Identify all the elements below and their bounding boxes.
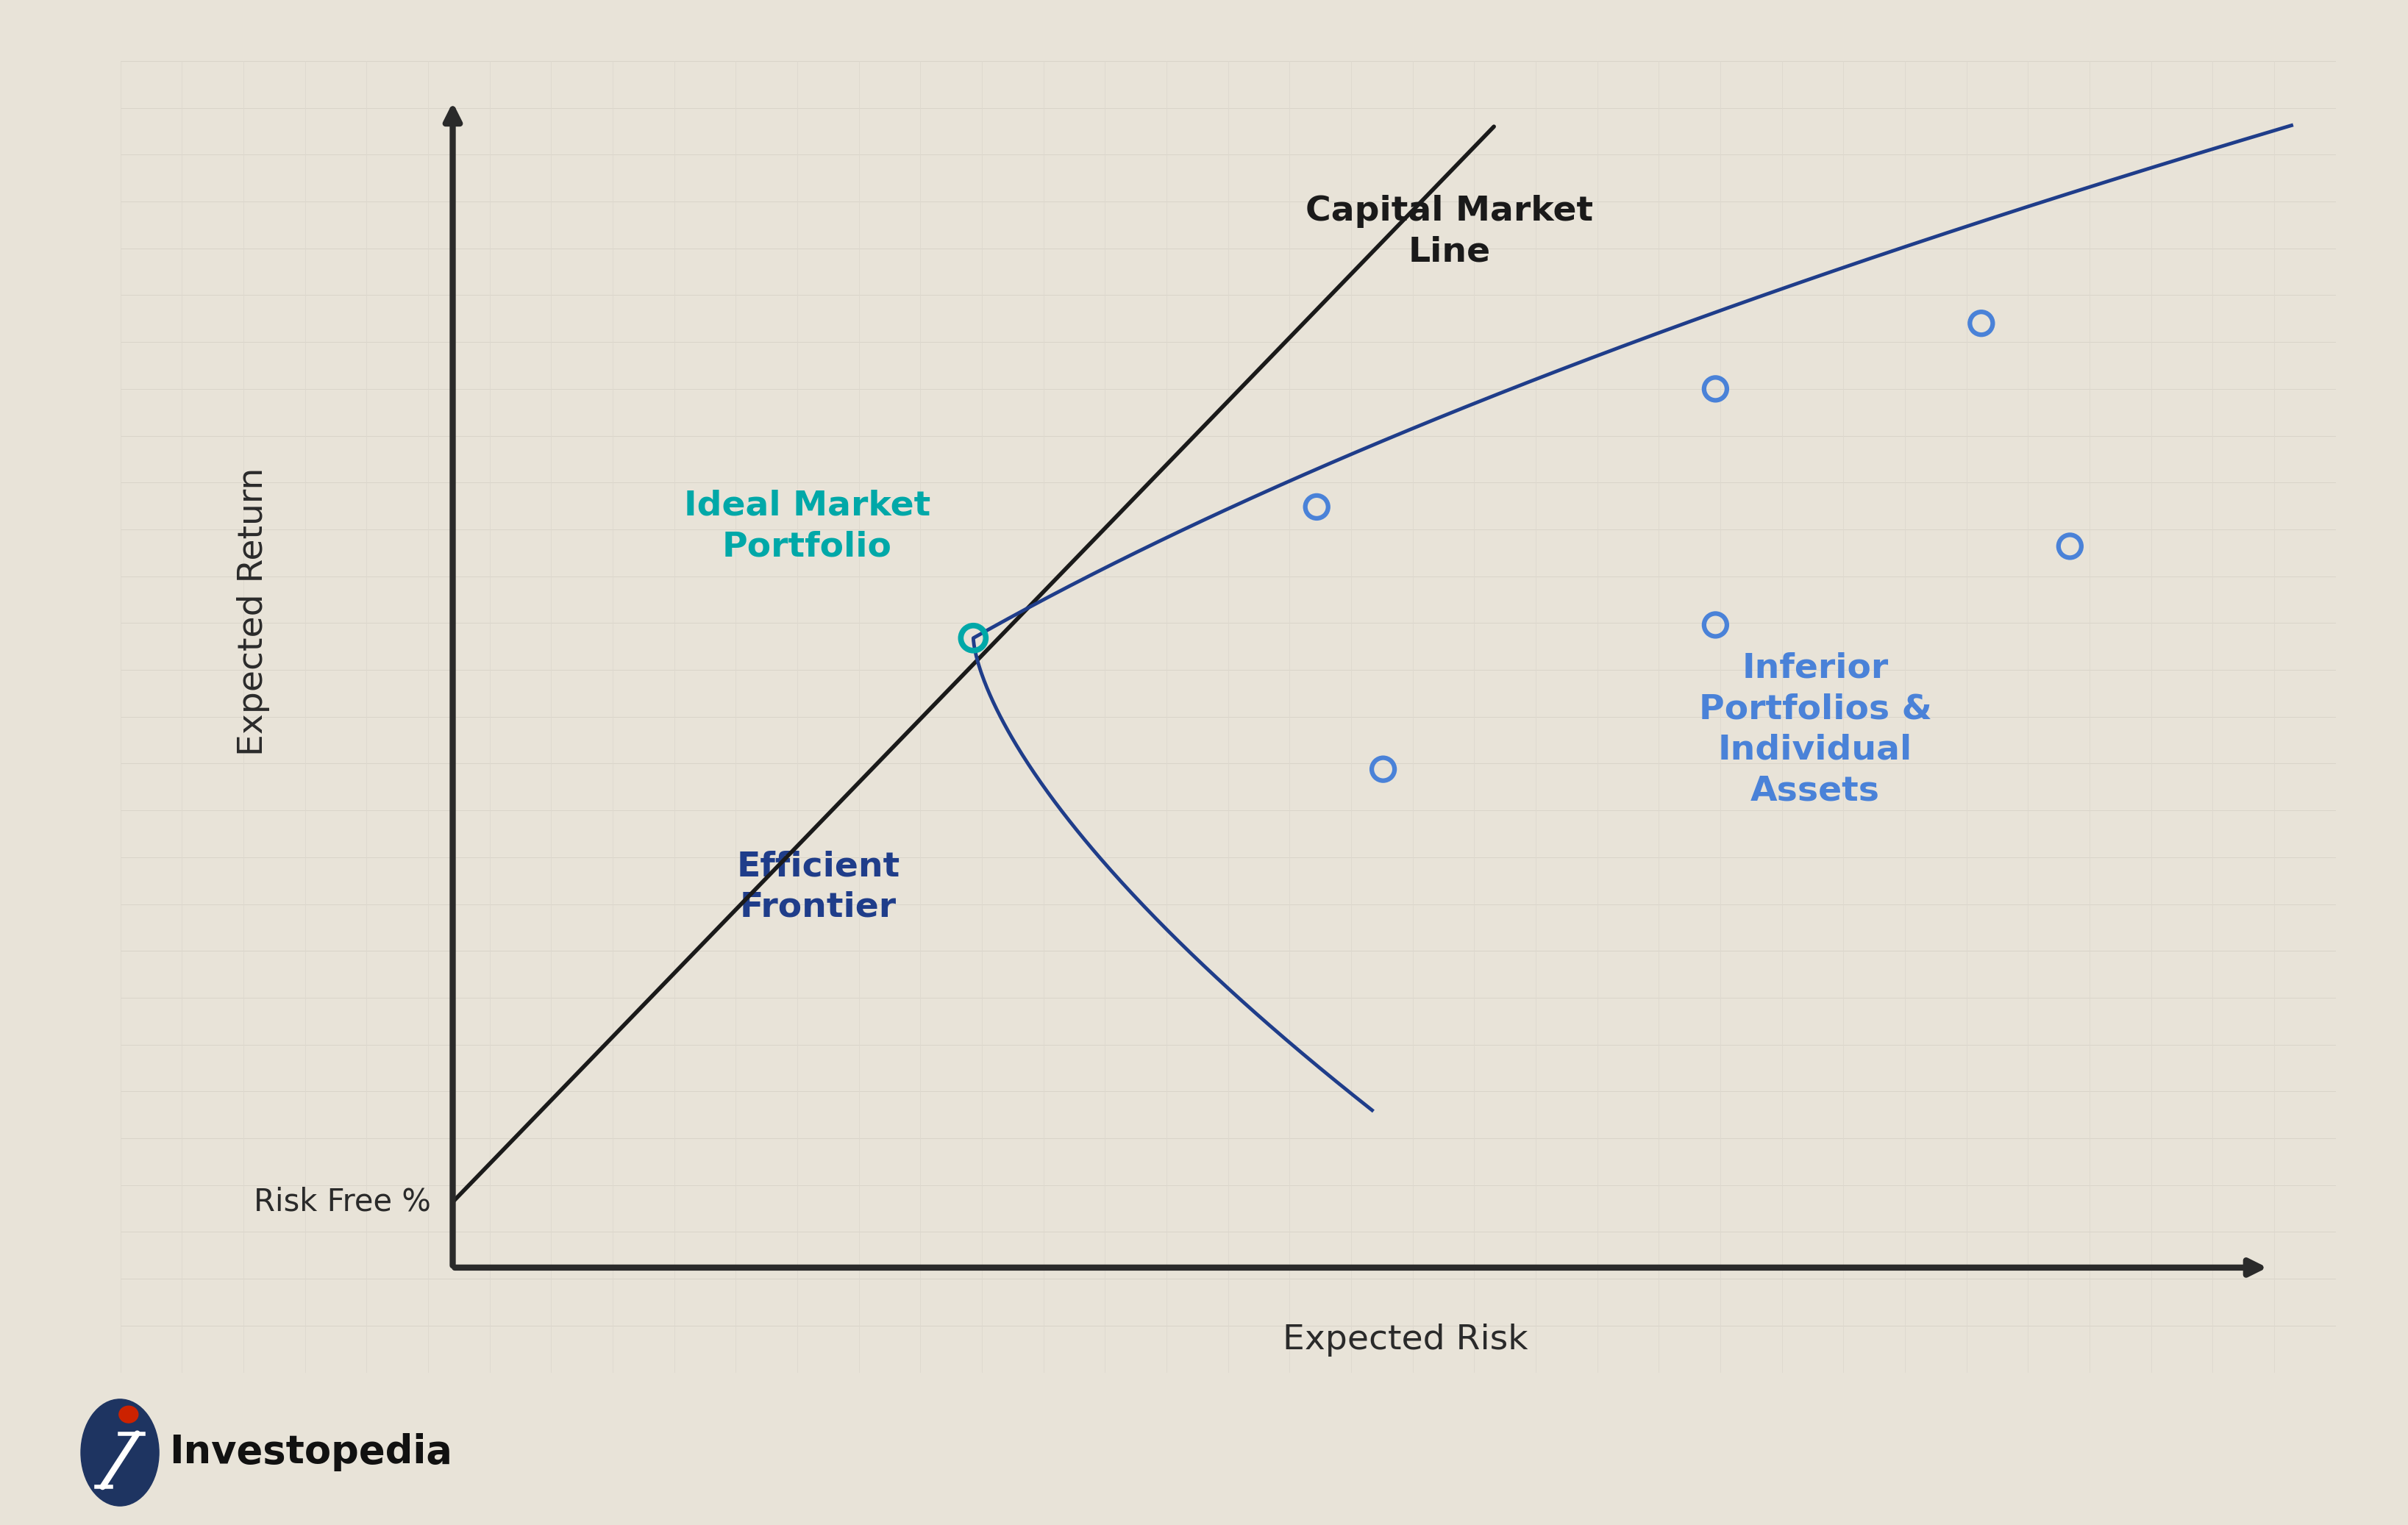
Text: Capital Market
Line: Capital Market Line <box>1305 195 1594 268</box>
Ellipse shape <box>82 1400 159 1507</box>
Point <box>2052 534 2090 558</box>
Text: Ideal Market
Portfolio: Ideal Market Portfolio <box>684 490 929 564</box>
Point <box>1963 311 2001 336</box>
Point <box>1695 613 1734 637</box>
Text: Expected Return: Expected Return <box>236 468 270 756</box>
Text: Investopedia: Investopedia <box>169 1434 453 1472</box>
Text: Efficient
Frontier: Efficient Frontier <box>737 851 901 924</box>
Circle shape <box>118 1406 137 1423</box>
Point <box>1695 377 1734 401</box>
Point <box>954 625 992 650</box>
Point <box>1298 494 1336 519</box>
Text: Expected Risk: Expected Risk <box>1283 1324 1529 1356</box>
Text: Risk Free %: Risk Free % <box>253 1186 431 1217</box>
Point <box>1363 756 1401 781</box>
Text: Inferior
Portfolios &
Individual
Assets: Inferior Portfolios & Individual Assets <box>1698 653 1931 808</box>
